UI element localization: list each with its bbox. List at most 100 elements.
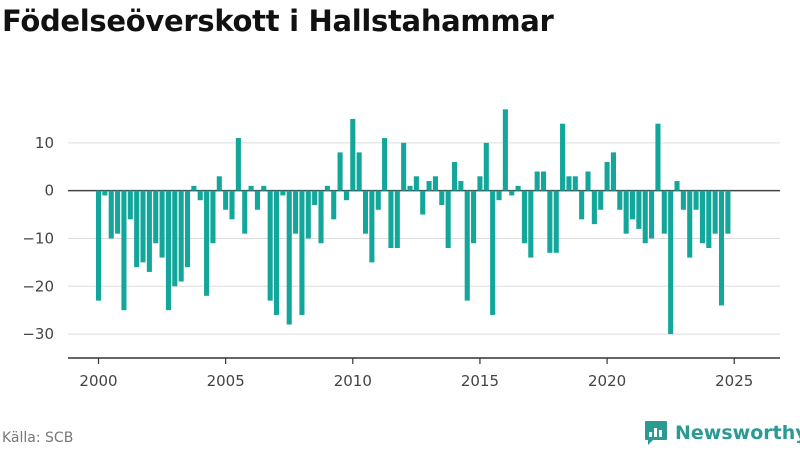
bar bbox=[115, 190, 121, 234]
bar bbox=[293, 190, 299, 234]
bar bbox=[146, 190, 152, 272]
bar bbox=[350, 118, 356, 191]
bar bbox=[661, 190, 667, 234]
bar bbox=[566, 176, 572, 191]
bar bbox=[629, 190, 636, 220]
bar bbox=[420, 190, 426, 215]
x-tick-label: 2000 bbox=[79, 372, 117, 390]
bar bbox=[534, 171, 540, 191]
bar bbox=[248, 185, 254, 191]
bar bbox=[140, 190, 146, 263]
bar bbox=[687, 190, 693, 258]
bar bbox=[254, 190, 260, 210]
bar bbox=[655, 123, 661, 191]
bar bbox=[617, 190, 623, 210]
bar bbox=[483, 142, 489, 191]
bar bbox=[464, 190, 470, 301]
x-tick-label: 2010 bbox=[334, 372, 372, 390]
bar bbox=[407, 185, 413, 191]
bar bbox=[451, 161, 458, 191]
x-tick-label: 2015 bbox=[461, 372, 499, 390]
bar bbox=[623, 190, 629, 234]
bar bbox=[159, 190, 165, 258]
bar bbox=[445, 190, 451, 249]
bar bbox=[216, 176, 222, 191]
bar bbox=[191, 185, 197, 191]
bar bbox=[375, 190, 381, 210]
brand-name: Newsworthy bbox=[675, 422, 800, 444]
bar bbox=[369, 190, 375, 263]
bar bbox=[305, 190, 311, 239]
bar bbox=[668, 190, 674, 335]
bar bbox=[197, 190, 203, 201]
bar bbox=[426, 181, 432, 191]
bar bbox=[649, 190, 655, 239]
y-axis: −30 −20 −10 0 10 bbox=[22, 134, 54, 343]
bar bbox=[636, 190, 642, 229]
bar bbox=[490, 190, 496, 315]
y-tick-label: −30 bbox=[22, 325, 54, 343]
bar bbox=[712, 190, 718, 234]
bar bbox=[312, 190, 318, 205]
x-tick-label: 2005 bbox=[207, 372, 245, 390]
bar bbox=[515, 185, 521, 191]
bar bbox=[560, 123, 566, 191]
bar bbox=[184, 190, 191, 268]
bar bbox=[496, 190, 502, 201]
bar bbox=[674, 181, 680, 191]
bar bbox=[242, 190, 248, 234]
source-note: Källa: SCB bbox=[2, 430, 74, 446]
bar bbox=[229, 190, 235, 220]
bar bbox=[299, 190, 305, 315]
bar bbox=[165, 190, 171, 311]
x-tick-label: 2025 bbox=[715, 372, 753, 390]
bar bbox=[547, 190, 553, 253]
bar bbox=[680, 190, 686, 210]
bar bbox=[318, 190, 324, 244]
bar bbox=[134, 190, 140, 268]
bar bbox=[172, 190, 178, 287]
bar bbox=[261, 185, 267, 191]
bar bbox=[509, 190, 515, 196]
y-tick-label: 10 bbox=[35, 134, 54, 152]
bar bbox=[585, 171, 591, 191]
bar bbox=[394, 190, 400, 249]
bar bbox=[591, 190, 597, 225]
chart-title: Födelseöverskott i Hallstahammar bbox=[2, 4, 554, 38]
bar bbox=[102, 190, 108, 196]
x-axis: 2000 2005 2010 2015 2020 2025 bbox=[68, 357, 780, 390]
bar bbox=[598, 190, 604, 210]
x-tick-label: 2020 bbox=[588, 372, 626, 390]
bar bbox=[540, 171, 547, 191]
brand-logo: Newsworthy bbox=[644, 420, 800, 446]
y-tick-label: −20 bbox=[22, 277, 54, 295]
bar bbox=[95, 190, 102, 301]
bar bbox=[178, 190, 184, 282]
bar bbox=[382, 138, 388, 191]
bar bbox=[362, 190, 369, 234]
bar bbox=[502, 109, 508, 191]
bar bbox=[693, 190, 699, 210]
bar bbox=[121, 190, 127, 311]
bars bbox=[95, 109, 731, 335]
bar bbox=[324, 185, 330, 191]
bar bbox=[699, 190, 705, 244]
bar bbox=[273, 190, 280, 315]
bar bbox=[521, 190, 527, 244]
bar bbox=[439, 190, 445, 205]
bar bbox=[286, 190, 292, 325]
bar bbox=[725, 190, 731, 234]
bar bbox=[343, 190, 349, 201]
bar bbox=[477, 176, 483, 191]
bar bbox=[401, 142, 407, 191]
bar bbox=[153, 190, 159, 244]
bar bbox=[223, 190, 229, 210]
bar bbox=[642, 190, 648, 244]
bar bbox=[706, 190, 712, 249]
bar bbox=[210, 190, 216, 244]
y-tick-label: −10 bbox=[22, 229, 54, 247]
newsworthy-chart-logo-icon bbox=[645, 421, 667, 445]
bar bbox=[528, 190, 534, 258]
bar bbox=[604, 161, 610, 191]
